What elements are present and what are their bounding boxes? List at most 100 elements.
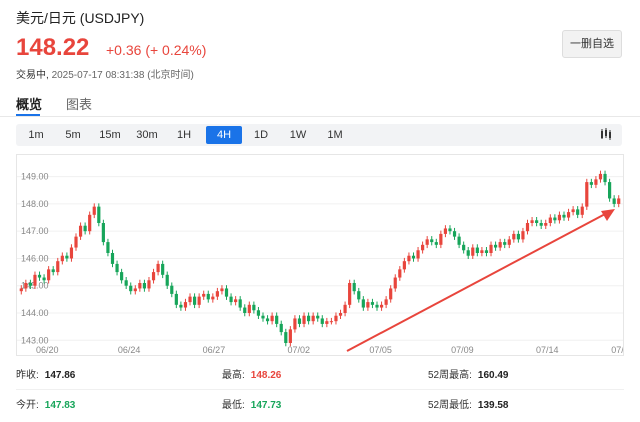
candle-body	[617, 198, 621, 204]
tab-chart[interactable]: 图表	[66, 97, 93, 112]
candle-body	[343, 304, 347, 313]
candle-body	[252, 304, 256, 311]
candle-body	[238, 299, 242, 308]
candle-body	[329, 321, 333, 323]
stat-item: 昨收: 147.86	[16, 366, 75, 381]
range-4h[interactable]: 4H	[206, 126, 242, 144]
candle-body	[370, 302, 375, 305]
candle-body	[503, 242, 507, 245]
candle-body	[379, 304, 384, 308]
candle-body	[484, 250, 489, 253]
candle-body	[398, 269, 402, 278]
candle-body	[338, 313, 343, 316]
range-1d[interactable]: 1D	[253, 129, 269, 141]
stat-item: 最高: 148.26	[222, 366, 281, 381]
candle-body	[402, 261, 406, 270]
candle-body	[115, 263, 119, 273]
x-tick-label: 07/02	[288, 345, 311, 355]
candle-body	[179, 304, 183, 308]
y-tick-label: 147.00	[21, 226, 49, 236]
candle-body	[261, 315, 265, 319]
candle-body	[589, 182, 593, 185]
candle-body	[24, 283, 28, 289]
candle-body	[334, 315, 338, 322]
candle-body	[206, 293, 210, 300]
candle-body	[598, 173, 603, 180]
range-5m[interactable]: 5m	[65, 129, 81, 141]
stat-item: 最低: 147.73	[222, 396, 281, 411]
candle-body	[19, 288, 23, 292]
candle-body	[466, 250, 470, 256]
candle-body	[366, 302, 370, 308]
candle-body	[571, 209, 575, 213]
candle-body	[411, 255, 416, 259]
x-tick-label: 07/14	[536, 345, 559, 355]
candle-body	[165, 274, 169, 286]
tab-overview[interactable]: 概览	[16, 97, 43, 112]
candle-body	[348, 283, 352, 305]
candle-body	[493, 244, 498, 248]
remove-watchlist-button[interactable]: 一删自选	[562, 30, 622, 58]
candle-body	[279, 323, 283, 333]
candle-body	[161, 263, 165, 275]
stat-label: 最低:	[222, 400, 245, 411]
y-tick-label: 148.00	[21, 199, 49, 209]
range-1mo[interactable]: 1M	[327, 129, 343, 141]
candle-body	[92, 206, 96, 215]
range-1m[interactable]: 1m	[28, 129, 44, 141]
candle-body	[256, 310, 261, 316]
range-15m[interactable]: 15m	[99, 129, 121, 141]
candle-body	[88, 214, 92, 232]
candle-body	[612, 198, 616, 204]
candle-body	[28, 283, 32, 286]
x-tick-label: 06/20	[36, 345, 59, 355]
candle-body	[170, 285, 174, 294]
candle-body	[421, 244, 425, 251]
candle-body	[603, 173, 607, 183]
chart-svg[interactable]: 149.00148.00147.00146.00145.00144.00143.…	[17, 155, 629, 355]
status-label: 交易中,	[16, 70, 49, 81]
candle-body	[124, 280, 128, 286]
candle-body	[416, 250, 420, 259]
range-1w[interactable]: 1W	[289, 129, 307, 141]
candle-body	[188, 296, 192, 303]
candle-body	[507, 239, 511, 245]
candle-body	[320, 318, 324, 324]
candle-body	[47, 269, 51, 281]
candle-body	[448, 228, 452, 232]
last-price: 148.22	[16, 34, 90, 61]
candle-body	[51, 269, 55, 273]
candle-body	[539, 223, 543, 226]
candle-body	[525, 223, 530, 232]
candle-body	[284, 332, 288, 343]
x-tick-label: 06/24	[118, 345, 141, 355]
range-1h[interactable]: 1H	[176, 129, 192, 141]
stat-item: 52周最高: 160.49	[428, 366, 509, 381]
candle-body	[457, 236, 461, 245]
candle-body	[142, 283, 147, 289]
candle-body	[471, 247, 475, 256]
candle-body	[407, 255, 411, 262]
candle-body	[288, 329, 292, 343]
candle-body	[192, 296, 197, 305]
price-chart[interactable]: 149.00148.00147.00146.00145.00144.00143.…	[16, 154, 629, 356]
candle-body	[361, 299, 365, 308]
candle-body	[297, 318, 302, 324]
candle-body	[215, 291, 219, 297]
candle-body	[544, 223, 548, 226]
candle-body	[101, 223, 105, 243]
candle-body	[202, 293, 206, 297]
candle-body	[42, 277, 46, 281]
candle-body	[110, 253, 115, 264]
stats-divider	[16, 389, 624, 390]
candle-body	[307, 315, 311, 322]
y-tick-label: 144.00	[21, 308, 49, 318]
stat-label: 52周最高:	[428, 370, 472, 381]
candle-body	[60, 255, 64, 262]
range-30m[interactable]: 30m	[136, 129, 158, 141]
candle-body	[462, 244, 466, 251]
candle-body	[156, 263, 160, 273]
candle-body	[443, 228, 448, 234]
candle-body	[384, 299, 388, 305]
candlestick-icon[interactable]	[598, 127, 614, 143]
